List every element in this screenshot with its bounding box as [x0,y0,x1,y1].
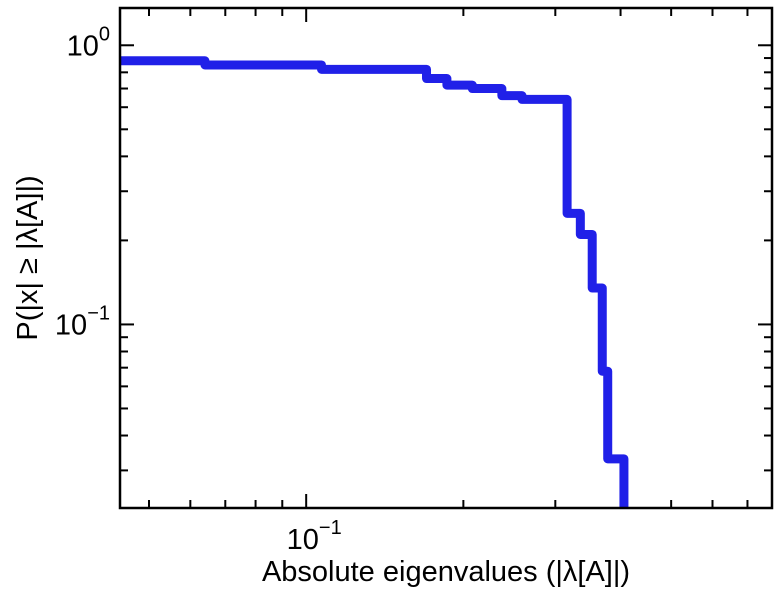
y-tick-label: 100 [67,23,110,62]
plot-frame [118,6,774,510]
plot-area [120,8,772,508]
ccdf-line [120,56,629,508]
y-tick-label: 10−1 [55,302,110,341]
x-axis-label: Absolute eigenvalues (|λ[A]|) [261,556,631,588]
y-axis-label: P(|x| ≥ |λ[A]|) [12,175,44,341]
x-tick-label: 10−1 [287,517,342,556]
